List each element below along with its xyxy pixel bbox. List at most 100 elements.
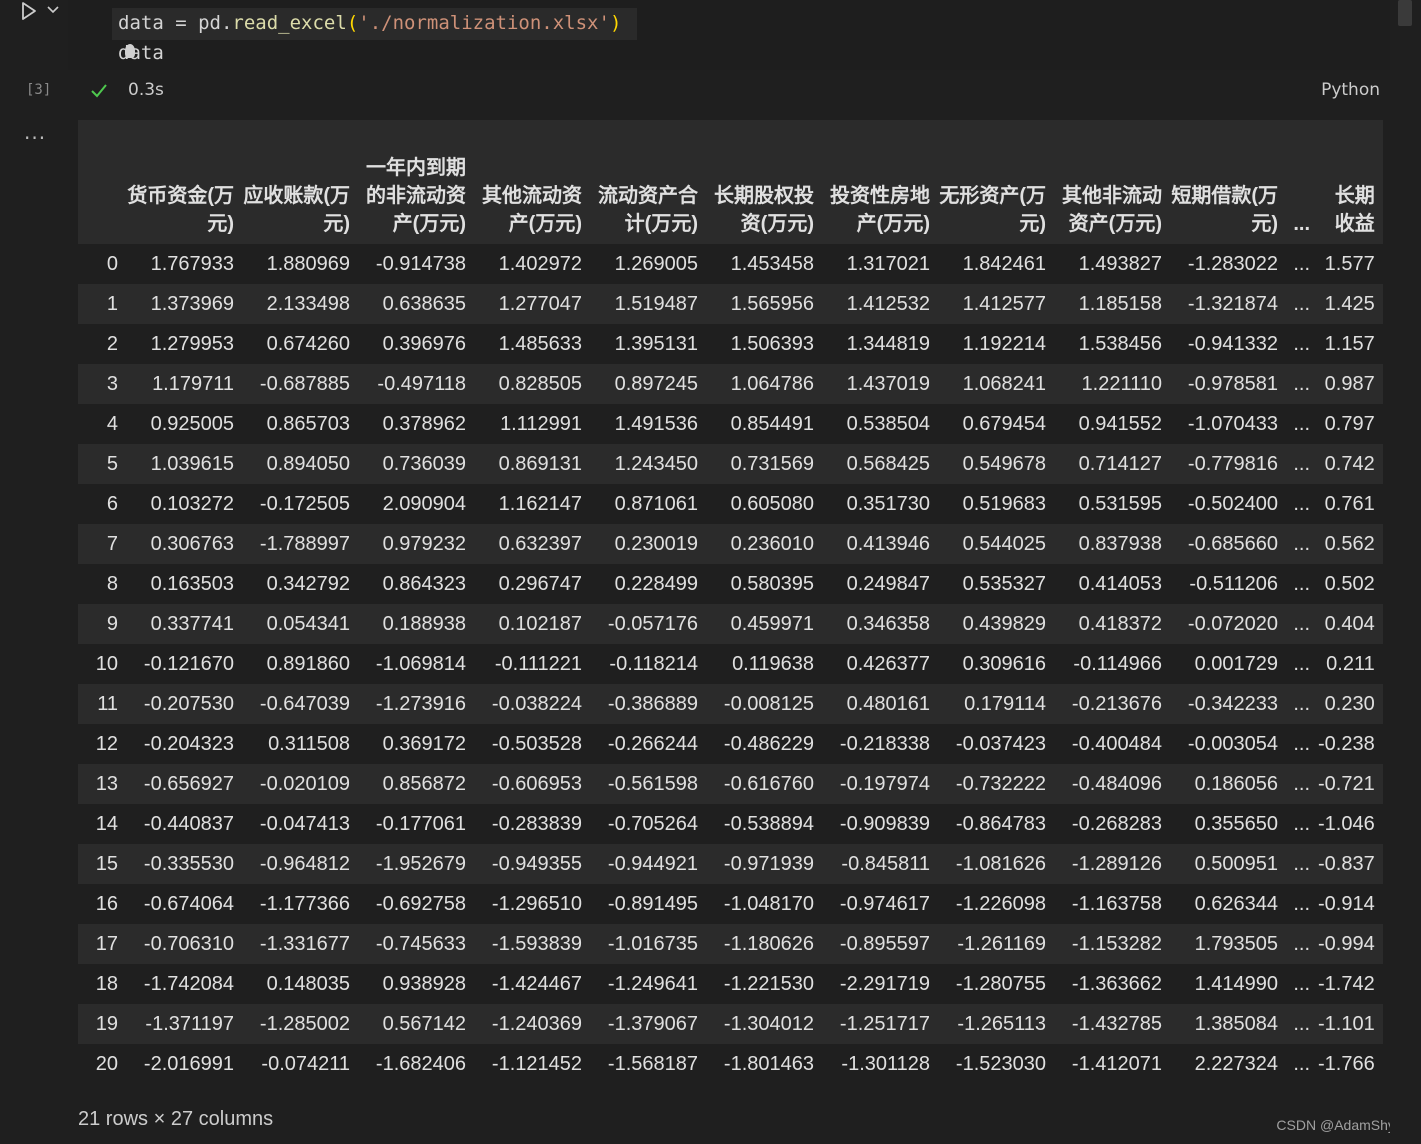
- table-cell: 1.317021: [846, 252, 930, 275]
- table-cell: -0.647039: [259, 692, 350, 715]
- row-index: 8: [106, 572, 118, 595]
- table-cell: -0.891495: [607, 892, 698, 915]
- table-cell: -0.674064: [143, 892, 234, 915]
- table-cell: 0.342792: [266, 572, 350, 595]
- table-cell: 0.797: [1324, 412, 1375, 435]
- table-cell: 0.626344: [1194, 892, 1278, 915]
- more-actions-icon[interactable]: ...: [24, 120, 47, 144]
- table-cell: 0.148035: [266, 972, 350, 995]
- table-cell: -0.038224: [491, 692, 582, 715]
- table-cell: -1.363662: [1071, 972, 1162, 995]
- table-row: 14 -0.440837 -0.047413 -0.177061 -0.283839 -0…: [78, 804, 1383, 844]
- row-index: 2: [106, 332, 118, 355]
- table-cell: 0.674260: [266, 332, 350, 355]
- table-cell: 0.941552: [1078, 412, 1162, 435]
- table-cell: 0.001729: [1194, 652, 1278, 675]
- table-cell: -0.978581: [1187, 372, 1278, 395]
- table-cell: -0.440837: [143, 812, 234, 835]
- table-cell: 0.580395: [730, 572, 814, 595]
- table-cell: 2.227324: [1194, 1052, 1278, 1075]
- table-cell: 0.230019: [614, 532, 698, 555]
- scrollbar-thumb[interactable]: [1398, 0, 1412, 26]
- row-index: 20: [95, 1052, 118, 1075]
- line-highlight: [112, 8, 637, 40]
- table-cell: 1.221110: [1081, 372, 1162, 395]
- code-token-string: './normalization.xlsx': [358, 12, 610, 34]
- table-cell: 1.538456: [1078, 332, 1162, 355]
- table-cell: 0.396976: [382, 332, 466, 355]
- table-cell: 0.179114: [964, 692, 1046, 715]
- table-cell: ...: [1293, 532, 1310, 555]
- table-cell: -1.016735: [607, 932, 698, 955]
- table-cell: 0.865703: [266, 412, 350, 435]
- row-index: 17: [95, 932, 118, 955]
- table-cell: -0.561598: [607, 772, 698, 795]
- table-cell: -0.400484: [1071, 732, 1162, 755]
- table-cell: -0.197974: [839, 772, 930, 795]
- table-cell: -1.121452: [491, 1052, 582, 1075]
- table-cell: 0.236010: [730, 532, 814, 555]
- table-cell: 1.269005: [614, 252, 698, 275]
- kernel-language[interactable]: Python: [1321, 80, 1380, 100]
- table-cell: -2.016991: [143, 1052, 234, 1075]
- table-cell: -0.706310: [143, 932, 234, 955]
- table-cell: ...: [1293, 692, 1310, 715]
- table-cell: -1.101: [1318, 1012, 1375, 1035]
- table-cell: 0.925005: [150, 412, 234, 435]
- table-cell: -0.971939: [723, 852, 814, 875]
- row-index: 13: [95, 772, 118, 795]
- table-cell: -0.111221: [494, 652, 582, 675]
- row-index: 3: [106, 372, 118, 395]
- table-cell: ...: [1293, 1052, 1310, 1075]
- run-cell-button[interactable]: [18, 0, 40, 22]
- table-cell: 0.351730: [846, 492, 930, 515]
- table-cell: 0.987: [1324, 372, 1375, 395]
- table-cell: 1.402972: [498, 252, 582, 275]
- table-cell: 0.531595: [1078, 492, 1162, 515]
- row-index: 0: [106, 252, 118, 275]
- table-cell: -0.692758: [375, 892, 466, 915]
- table-cell: 1.412532: [846, 292, 930, 315]
- table-cell: 0.562: [1324, 532, 1375, 555]
- table-cell: 1.767933: [150, 252, 234, 275]
- table-cell: 0.054341: [266, 612, 350, 635]
- vertical-scrollbar[interactable]: [1390, 0, 1421, 1144]
- table-row: 1 1.373969 2.133498 0.638635 1.277047 1.51948…: [78, 284, 1383, 324]
- table-header-row: 货币资金(万元) 应收账款(万元) 一年内到期的非流动资产(万元) 其他流动资产(万元…: [78, 120, 1383, 244]
- table-cell: 1.157: [1324, 332, 1375, 355]
- code-token-module: pd.: [198, 12, 233, 34]
- table-cell: -1.296510: [491, 892, 582, 915]
- table-cell: -1.180626: [723, 932, 814, 955]
- table-cell: -0.964812: [259, 852, 350, 875]
- table-cell: ...: [1293, 852, 1310, 875]
- table-cell: ...: [1293, 492, 1310, 515]
- table-cell: -0.656927: [143, 772, 234, 795]
- table-cell: -0.266244: [607, 732, 698, 755]
- table-cell: -0.003054: [1187, 732, 1278, 755]
- table-cell: 0.500951: [1194, 852, 1278, 875]
- table-cell: 0.211: [1326, 652, 1375, 675]
- table-cell: -0.020109: [259, 772, 350, 795]
- table-cell: 0.459971: [730, 612, 814, 635]
- table-row: 16 -0.674064 -1.177366 -0.692758 -1.296510 -0…: [78, 884, 1383, 924]
- column-header: 投资性房地产(万元): [830, 185, 930, 235]
- table-cell: -1.153282: [1071, 932, 1162, 955]
- table-cell: 0.864323: [382, 572, 466, 595]
- table-cell: -1.424467: [491, 972, 582, 995]
- table-row: 7 0.306763 -1.788997 0.979232 0.632397 0.2300…: [78, 524, 1383, 564]
- table-cell: -1.801463: [723, 1052, 814, 1075]
- table-cell: ...: [1293, 332, 1310, 355]
- table-cell: -1.265113: [957, 1012, 1046, 1035]
- table-cell: -0.503528: [491, 732, 582, 755]
- table-cell: -0.949355: [491, 852, 582, 875]
- table-cell: -0.497118: [377, 372, 466, 395]
- run-options-chevron[interactable]: [45, 2, 61, 18]
- table-cell: 1.506393: [730, 332, 814, 355]
- table-row: 8 0.163503 0.342792 0.864323 0.296747 0.22849…: [78, 564, 1383, 604]
- code-line-1[interactable]: data = pd.read_excel('./normalization.xl…: [118, 12, 621, 34]
- table-cell: 0.119638: [732, 652, 814, 675]
- table-cell: 0.871061: [614, 492, 698, 515]
- cursor-lightbulb-icon[interactable]: [125, 44, 135, 58]
- table-cell: 0.538504: [846, 412, 930, 435]
- table-cell: 1.485633: [498, 332, 582, 355]
